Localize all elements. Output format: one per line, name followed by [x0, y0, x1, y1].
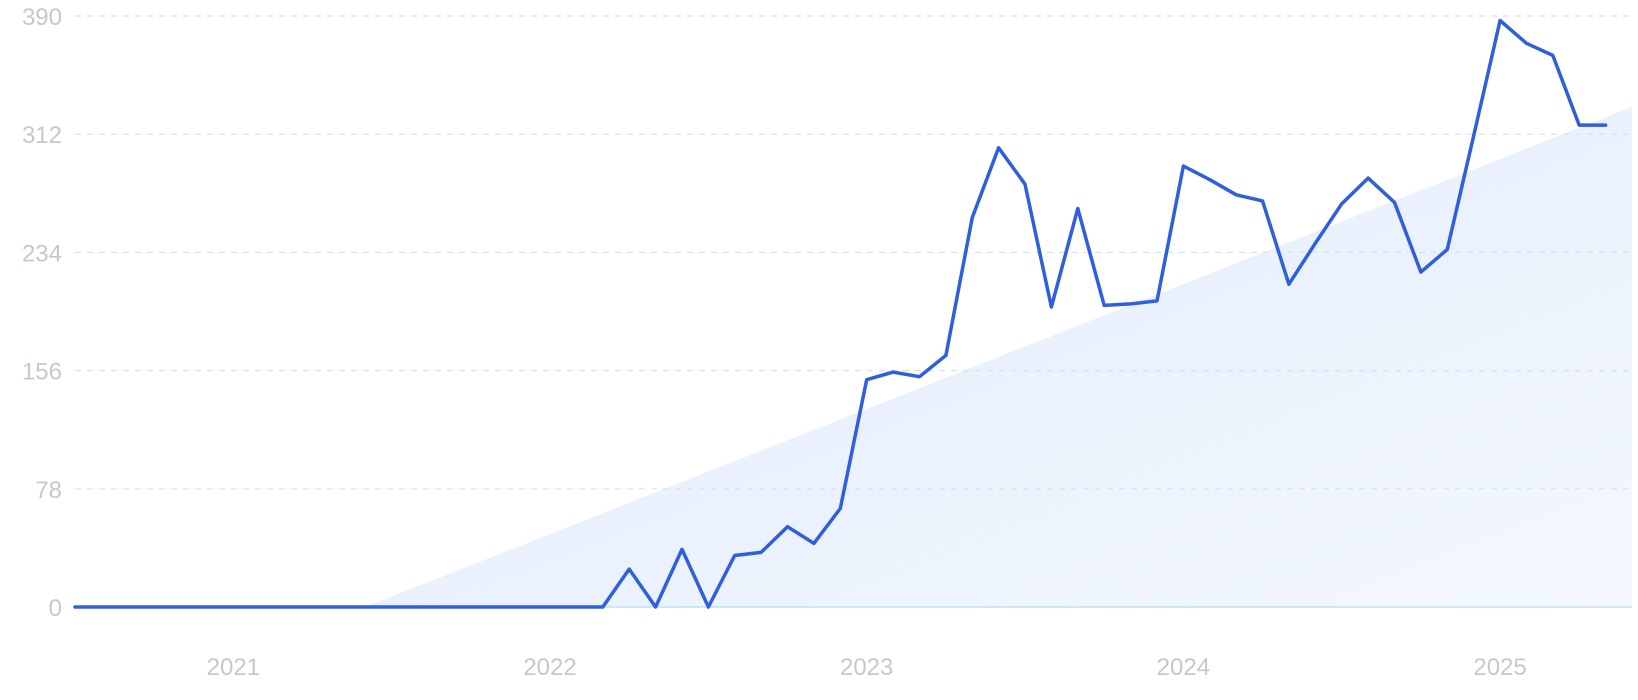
data-point — [575, 606, 578, 609]
data-point — [628, 568, 631, 571]
data-point — [100, 606, 103, 609]
data-point — [364, 606, 367, 609]
data-point — [496, 606, 499, 609]
data-point — [232, 606, 235, 609]
data-point — [944, 354, 947, 357]
data-point — [812, 542, 815, 545]
data-point — [258, 606, 261, 609]
data-point — [971, 216, 974, 219]
data-point — [417, 606, 420, 609]
x-tick-label: 2022 — [523, 654, 576, 681]
data-point — [681, 548, 684, 551]
data-point — [997, 146, 1000, 149]
y-axis-tick-labels: 0 78 156 234 312 390 — [22, 4, 62, 622]
y-tick-label: 390 — [22, 4, 62, 31]
data-point — [1419, 271, 1422, 274]
y-tick-label: 156 — [22, 359, 62, 386]
data-point — [285, 606, 288, 609]
data-point — [865, 378, 868, 381]
data-point — [707, 606, 710, 609]
data-point — [522, 606, 525, 609]
series-line — [73, 18, 1608, 609]
data-point — [126, 606, 129, 609]
x-axis-tick-labels: 2021 2022 2023 2024 2025 — [207, 654, 1527, 681]
data-point — [205, 606, 208, 609]
data-point — [760, 551, 763, 554]
data-point — [1076, 207, 1079, 210]
data-point — [1235, 193, 1238, 196]
data-point — [469, 606, 472, 609]
data-point — [733, 554, 736, 557]
y-tick-label: 78 — [35, 477, 62, 504]
x-tick-label: 2023 — [840, 654, 893, 681]
data-point — [1050, 306, 1053, 309]
data-point — [1314, 242, 1317, 245]
data-point — [1367, 177, 1370, 180]
data-point — [1499, 19, 1502, 22]
data-point — [443, 606, 446, 609]
data-point — [311, 606, 314, 609]
data-point — [1525, 42, 1528, 45]
data-point — [786, 525, 789, 528]
data-point — [839, 507, 842, 510]
data-point — [1551, 54, 1554, 57]
data-point — [179, 606, 182, 609]
x-tick-label: 2025 — [1473, 654, 1526, 681]
data-point — [1446, 248, 1449, 251]
y-tick-label: 234 — [22, 240, 62, 267]
data-point — [1578, 124, 1581, 127]
data-point — [549, 606, 552, 609]
data-point — [892, 371, 895, 374]
data-point — [1129, 302, 1132, 305]
data-point — [1287, 283, 1290, 286]
data-point — [1340, 202, 1343, 205]
trend-area-layer — [365, 106, 1633, 607]
trend-area — [365, 106, 1633, 607]
data-point — [918, 375, 921, 378]
data-point — [601, 606, 604, 609]
data-point — [153, 606, 156, 609]
y-tick-label: 312 — [22, 122, 62, 149]
data-point — [1208, 178, 1211, 181]
data-point — [1182, 165, 1185, 168]
data-point — [1472, 134, 1475, 137]
series-layer — [73, 18, 1608, 609]
data-point — [1156, 299, 1159, 302]
data-point — [337, 606, 340, 609]
data-point — [74, 606, 77, 609]
data-point — [1024, 183, 1027, 186]
data-point — [1103, 304, 1106, 307]
x-tick-label: 2024 — [1157, 654, 1210, 681]
data-point — [1393, 201, 1396, 204]
data-point — [390, 606, 393, 609]
y-tick-label: 0 — [49, 595, 62, 622]
data-point — [1604, 124, 1607, 127]
x-tick-label: 2021 — [207, 654, 260, 681]
data-point — [1261, 199, 1264, 202]
data-point — [654, 606, 657, 609]
